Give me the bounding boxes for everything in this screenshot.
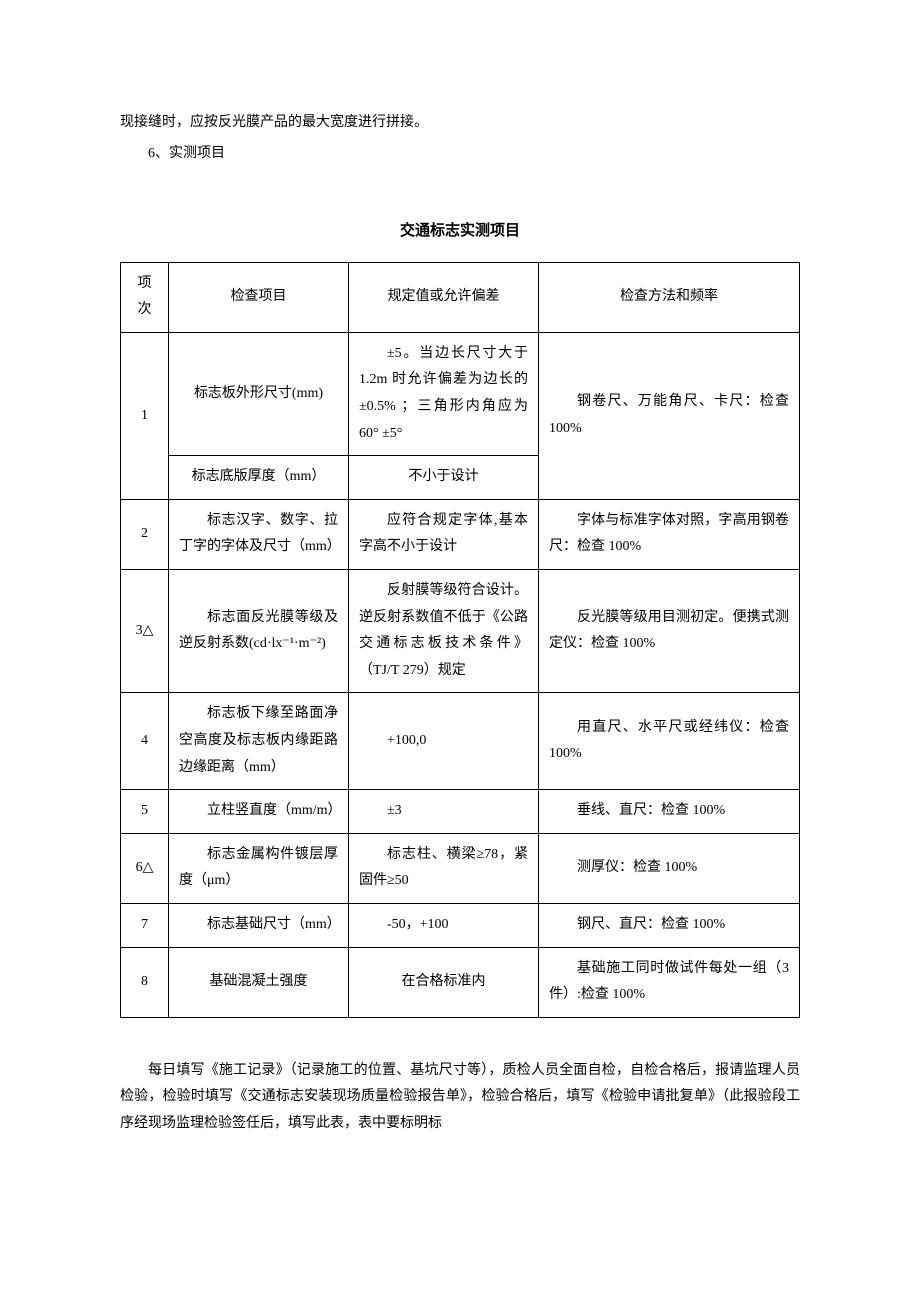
cell-item: 基础混凝土强度 (169, 947, 349, 1017)
cell-method: 字体与标准字体对照，字高用钢卷尺：检查 100% (539, 499, 800, 569)
cell-item: 标志板下缘至路面净空高度及标志板内缘距路边缘距离（mm） (169, 693, 349, 790)
th-method: 检查方法和频率 (539, 262, 800, 332)
cell-item: 立柱竖直度（mm/m） (169, 790, 349, 834)
table-body: 1 标志板外形尺寸(mm) ±5。当边长尺寸大于 1.2m 时允许偏差为边长的±… (121, 332, 800, 1017)
th-item: 检查项目 (169, 262, 349, 332)
table-row: 7 标志基础尺寸（mm） -50，+100 钢尺、直尺：检查 100% (121, 903, 800, 947)
table-row: 4 标志板下缘至路面净空高度及标志板内缘距路边缘距离（mm） +100,0 用直… (121, 693, 800, 790)
table-header-row: 项次 检查项目 规定值或允许偏差 检查方法和频率 (121, 262, 800, 332)
cell-spec: 在合格标准内 (349, 947, 539, 1017)
cell-item: 标志面反光膜等级及逆反射系数(cd·lx⁻¹·m⁻²) (169, 570, 349, 693)
cell-seq: 1 (121, 332, 169, 499)
cell-seq: 6△ (121, 833, 169, 903)
cell-seq: 4 (121, 693, 169, 790)
cell-method: 基础施工同时做试件每处一组（3 件）:检查 100% (539, 947, 800, 1017)
cell-spec: -50，+100 (349, 903, 539, 947)
table-row: 3△ 标志面反光膜等级及逆反射系数(cd·lx⁻¹·m⁻²) 反射膜等级符合设计… (121, 570, 800, 693)
cell-spec: 应符合规定字体,基本字高不小于设计 (349, 499, 539, 569)
cell-method: 用直尺、水平尺或经纬仪：检查 100% (539, 693, 800, 790)
table-row: 8 基础混凝土强度 在合格标准内 基础施工同时做试件每处一组（3 件）:检查 1… (121, 947, 800, 1017)
cell-spec: ±3 (349, 790, 539, 834)
cell-spec: 不小于设计 (349, 456, 539, 500)
cell-spec: ±5。当边长尺寸大于 1.2m 时允许偏差为边长的±0.5% ；三角形内角应为 … (349, 332, 539, 455)
cell-item: 标志板外形尺寸(mm) (169, 332, 349, 455)
cell-seq: 5 (121, 790, 169, 834)
th-spec: 规定值或允许偏差 (349, 262, 539, 332)
cell-method: 钢卷尺、万能角尺、卡尺：检查 100% (539, 332, 800, 499)
cell-seq: 3△ (121, 570, 169, 693)
cell-item: 标志金属构件镀层厚度（μm） (169, 833, 349, 903)
th-seq: 项次 (121, 262, 169, 332)
cell-method: 钢尺、直尺：检查 100% (539, 903, 800, 947)
table-row: 6△ 标志金属构件镀层厚度（μm） 标志柱、横梁≥78，紧固件≥50 测厚仪：检… (121, 833, 800, 903)
table-row: 2 标志汉字、数字、拉丁字的字体及尺寸（mm） 应符合规定字体,基本字高不小于设… (121, 499, 800, 569)
cell-item: 标志汉字、数字、拉丁字的字体及尺寸（mm） (169, 499, 349, 569)
table-row: 1 标志板外形尺寸(mm) ±5。当边长尺寸大于 1.2m 时允许偏差为边长的±… (121, 332, 800, 455)
cell-method: 测厚仪：检查 100% (539, 833, 800, 903)
cell-spec: 标志柱、横梁≥78，紧固件≥50 (349, 833, 539, 903)
cell-seq: 8 (121, 947, 169, 1017)
cell-seq: 2 (121, 499, 169, 569)
cell-item: 标志基础尺寸（mm） (169, 903, 349, 947)
cell-spec: +100,0 (349, 693, 539, 790)
table-title: 交通标志实测项目 (120, 217, 800, 246)
outro-text: 每日填写《施工记录》（记录施工的位置、基坑尺寸等），质检人员全面自检，自检合格后… (120, 1058, 800, 1138)
table-row: 5 立柱竖直度（mm/m） ±3 垂线、直尺：检查 100% (121, 790, 800, 834)
spec-table: 项次 检查项目 规定值或允许偏差 检查方法和频率 1 标志板外形尺寸(mm) ±… (120, 262, 800, 1018)
cell-item: 标志底版厚度（mm） (169, 456, 349, 500)
intro-line-2: 6、实测项目 (120, 141, 800, 168)
cell-method: 垂线、直尺：检查 100% (539, 790, 800, 834)
cell-spec: 反射膜等级符合设计。逆反射系数值不低于《公路交通标志板技术条件》（TJ/T 27… (349, 570, 539, 693)
cell-seq: 7 (121, 903, 169, 947)
intro-line-1: 现接缝时，应按反光膜产品的最大宽度进行拼接。 (120, 110, 800, 137)
cell-method: 反光膜等级用目测初定。便携式测定仪：检查 100% (539, 570, 800, 693)
